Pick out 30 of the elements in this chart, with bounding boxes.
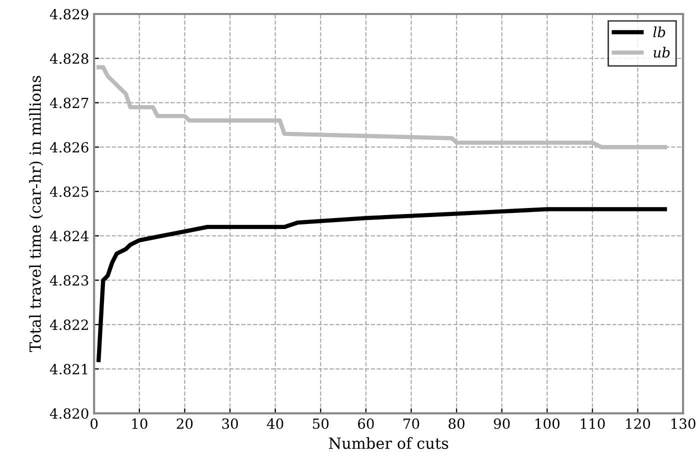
y-tick-label: 4.826	[50, 142, 88, 153]
x-tick-label: 50	[312, 418, 329, 429]
line-series	[96, 207, 668, 362]
y-tick-label: 4.824	[50, 230, 89, 242]
y-tick-label: 4.820	[50, 408, 88, 419]
x-tick-label: 0	[90, 418, 98, 429]
x-tick-label: 90	[494, 418, 510, 429]
x-tick-label: 10	[132, 418, 148, 429]
y-tick-label: 4.821	[50, 364, 88, 374]
x-tick-label: 20	[176, 418, 193, 429]
y-tick-label: 4.823	[50, 275, 88, 286]
y-tick-label: 4.829	[50, 8, 88, 20]
x-tick-label: 30	[222, 418, 238, 429]
y-axis-title: Total travel time (car-hr) in millions	[29, 76, 44, 352]
x-tick-label: 130	[672, 418, 696, 429]
line-series	[96, 65, 668, 150]
x-tick-label: 80	[448, 418, 464, 429]
legend-label: ub	[654, 46, 670, 58]
legend-label: lb	[653, 26, 666, 38]
y-tick-label: 4.825	[50, 186, 88, 197]
x-tick-label: 120	[626, 418, 650, 429]
x-tick-label: 40	[266, 418, 284, 429]
x-tick-label: 60	[358, 418, 374, 429]
x-axis-title: Number of cuts	[328, 437, 448, 449]
y-tick-label: 4.822	[50, 320, 88, 330]
x-tick-label: 110	[580, 418, 605, 429]
x-tick-label: 70	[404, 418, 420, 429]
y-tick-label: 4.828	[50, 53, 88, 64]
y-tick-label: 4.827	[50, 98, 88, 108]
x-tick-label: 100	[536, 418, 560, 429]
